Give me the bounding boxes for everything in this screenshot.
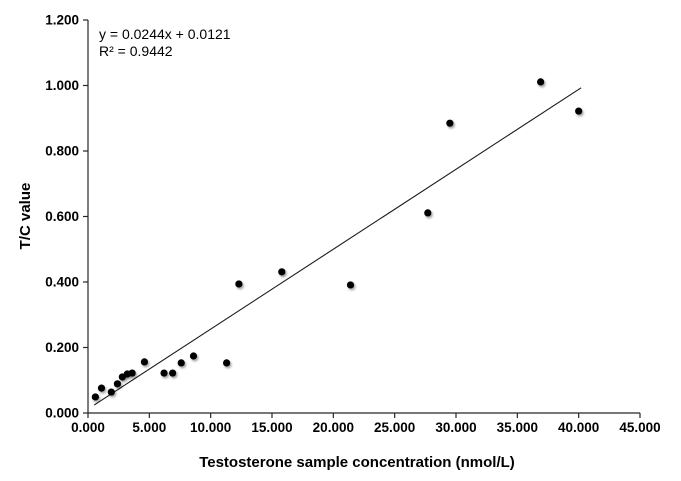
y-tick-label: 0.600	[45, 209, 79, 224]
data-point	[446, 119, 454, 127]
data-point	[91, 393, 99, 401]
data-point	[160, 369, 168, 377]
trendline	[93, 87, 582, 406]
series-group	[91, 78, 583, 406]
r-squared-value: R² = 0.9442	[99, 43, 173, 59]
y-tick-label: 0.800	[45, 144, 79, 159]
data-point	[107, 388, 115, 396]
data-point	[537, 78, 545, 86]
data-point	[278, 268, 286, 276]
x-tick-label: 30.000	[435, 420, 476, 435]
y-tick-label: 0.400	[45, 275, 79, 290]
x-tick-label: 20.000	[313, 420, 354, 435]
data-point	[177, 359, 185, 367]
axes-group: 0.000 5.000 10.000 15.000 20.000 25.000 30.000…	[45, 13, 660, 436]
x-tick-label: 40.000	[558, 420, 599, 435]
y-tick-label: 1.000	[45, 78, 79, 93]
x-tick-label: 25.000	[374, 420, 415, 435]
data-point	[140, 358, 149, 366]
x-tick-label: 10.000	[190, 420, 231, 435]
y-tick-label: 0.200	[45, 340, 79, 355]
data-point	[97, 384, 106, 392]
data-point	[346, 281, 355, 289]
data-point	[424, 209, 432, 217]
data-point	[235, 280, 243, 288]
data-point	[169, 369, 177, 377]
x-tick-label: 15.000	[251, 420, 292, 435]
y-axis-title: T/C value	[17, 183, 34, 250]
x-tick-label: 5.000	[132, 420, 166, 435]
y-tick-label: 0.000	[45, 406, 79, 421]
x-tick-label: 45.000	[619, 420, 660, 435]
y-tick-label: 1.200	[45, 13, 79, 28]
data-point	[575, 107, 583, 115]
trendline-equation: y = 0.0244x + 0.0121	[99, 26, 231, 42]
x-tick-label: 0.000	[71, 420, 105, 435]
data-point	[223, 359, 231, 367]
data-point	[128, 369, 136, 377]
data-point	[189, 352, 198, 360]
x-axis-title: Testosterone sample concentration (nmol/…	[199, 454, 515, 471]
x-tick-label: 35.000	[497, 420, 538, 435]
data-point	[113, 380, 122, 388]
